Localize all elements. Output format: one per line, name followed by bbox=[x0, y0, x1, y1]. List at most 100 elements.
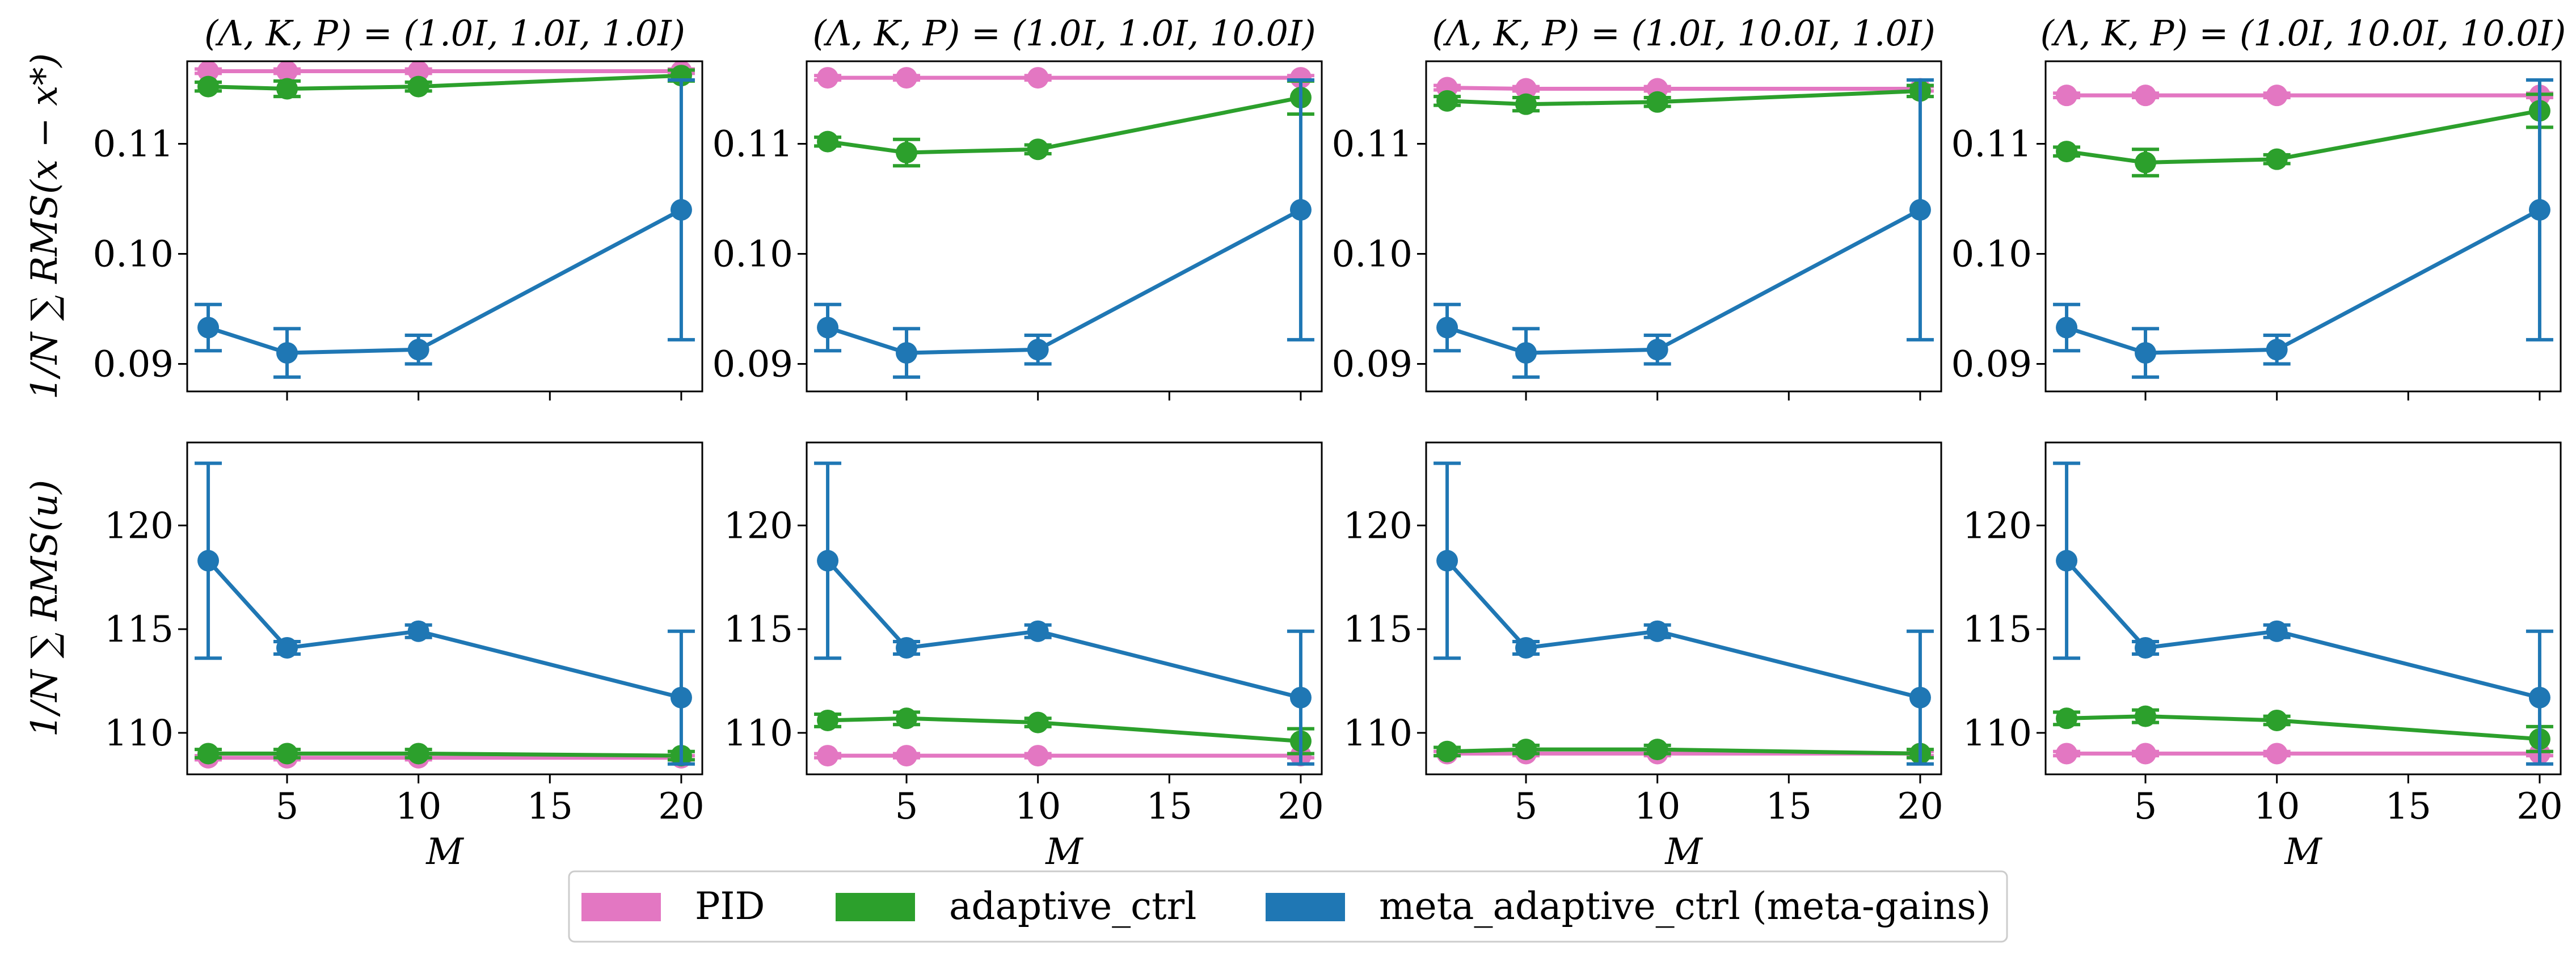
series-line-meta-adaptive-ctrl-meta-gains bbox=[827, 208, 1302, 355]
legend-label: adaptive_ctrl bbox=[949, 884, 1196, 928]
x-tick-label: 20 bbox=[1897, 786, 1943, 828]
data-point bbox=[1289, 686, 1312, 709]
y-tick-label: 120 bbox=[104, 505, 174, 547]
data-point bbox=[407, 75, 429, 98]
panel-title: (Λ, K, P) = (1.0I, 10.0I, 1.0I) bbox=[1432, 12, 1935, 54]
data-point bbox=[1436, 317, 1458, 339]
data-point bbox=[1515, 636, 1537, 659]
data-point bbox=[1646, 739, 1668, 761]
data-point bbox=[1289, 199, 1312, 221]
data-point bbox=[197, 550, 220, 572]
data-point bbox=[407, 743, 429, 765]
series-line-meta-adaptive-ctrl-meta-gains bbox=[1447, 208, 1921, 355]
y-axis-labels: 1/N ∑ RMS(x − x*) 1/N ∑ RMS(u) bbox=[24, 53, 66, 737]
y-tick-label: 0.10 bbox=[1951, 234, 2033, 276]
data-point bbox=[2266, 709, 2288, 731]
series-line-adaptive-ctrl bbox=[1447, 88, 1921, 107]
data-point bbox=[276, 636, 298, 659]
legend-swatch bbox=[836, 893, 915, 921]
series-meta-adaptive-ctrl-meta-gains bbox=[2053, 78, 2553, 379]
legend-item-meta-adaptive-ctrl: meta_adaptive_ctrl (meta-gains) bbox=[1266, 884, 1991, 928]
panel-title: (Λ, K, P) = (1.0I, 1.0I, 1.0I) bbox=[204, 12, 685, 54]
series-meta-adaptive-ctrl-meta-gains bbox=[1434, 78, 1934, 379]
series-line-adaptive-ctrl bbox=[208, 73, 682, 91]
series-group bbox=[814, 461, 1314, 767]
panel-title: (Λ, K, P) = (1.0I, 10.0I, 10.0I) bbox=[2040, 12, 2566, 54]
data-point bbox=[2528, 199, 2550, 221]
data-point bbox=[896, 707, 918, 730]
series-pid bbox=[814, 67, 1314, 89]
data-point bbox=[817, 709, 839, 731]
data-point bbox=[1289, 67, 1312, 89]
x-tick-label: 15 bbox=[527, 786, 573, 828]
plot-frame bbox=[1425, 441, 1942, 775]
x-axis-label: M bbox=[1664, 831, 1703, 873]
series-adaptive-ctrl bbox=[2053, 92, 2553, 178]
series-pid bbox=[1434, 77, 1934, 100]
series-pid bbox=[2053, 743, 2553, 765]
legend-swatch bbox=[581, 893, 661, 921]
data-point bbox=[1027, 620, 1049, 642]
legend-item-pid: PID bbox=[581, 884, 765, 928]
data-point bbox=[896, 67, 918, 89]
data-point bbox=[2266, 148, 2288, 170]
x-tick-label: 10 bbox=[2254, 786, 2300, 828]
x-axis-label: M bbox=[425, 831, 464, 873]
data-point bbox=[896, 636, 918, 659]
data-point bbox=[407, 60, 429, 82]
data-point bbox=[276, 78, 298, 100]
data-point bbox=[1646, 91, 1668, 113]
series-meta-adaptive-ctrl-meta-gains bbox=[814, 461, 1314, 766]
data-point bbox=[896, 342, 918, 364]
x-tick-label: 20 bbox=[2516, 786, 2562, 828]
data-point bbox=[2266, 85, 2288, 107]
y-tick-label: 0.11 bbox=[1951, 124, 2033, 166]
panel-r1-c0: 5 10 15 20 110 115 120 M bbox=[104, 441, 705, 873]
series-pid bbox=[2053, 85, 2553, 107]
series-line-meta-adaptive-ctrl-meta-gains bbox=[826, 559, 1301, 700]
data-point bbox=[197, 60, 220, 82]
data-point bbox=[197, 317, 220, 339]
data-point bbox=[817, 317, 839, 339]
x-tick-label: 15 bbox=[1766, 786, 1812, 828]
data-point bbox=[896, 142, 918, 164]
data-point bbox=[1646, 620, 1668, 642]
data-point bbox=[276, 60, 298, 82]
series-adaptive-ctrl bbox=[1434, 739, 1934, 765]
series-line-meta-adaptive-ctrl-meta-gains bbox=[1445, 559, 1921, 700]
series-line-meta-adaptive-ctrl-meta-gains bbox=[2065, 559, 2540, 700]
series-meta-adaptive-ctrl-meta-gains bbox=[195, 461, 695, 766]
x-tick-label: 10 bbox=[1015, 786, 1061, 828]
y-tick-label: 0.09 bbox=[1951, 344, 2033, 386]
plot-frame bbox=[806, 60, 1323, 393]
series-adaptive-ctrl bbox=[1434, 80, 1934, 115]
data-point bbox=[2135, 636, 2157, 659]
series-group bbox=[2053, 461, 2553, 766]
y-tick-label: 115 bbox=[1963, 609, 2032, 651]
series-group bbox=[195, 461, 695, 769]
y-tick-label: 0.10 bbox=[712, 234, 794, 276]
plot-frame bbox=[186, 441, 703, 775]
panels: 0.09 0.10 0.11 (Λ, K, P) = (1.0I, 1.0I, 1.0… bbox=[93, 12, 2566, 873]
y-tick-label: 110 bbox=[1343, 713, 1413, 754]
series-adaptive-ctrl bbox=[814, 707, 1314, 756]
x-tick-label: 5 bbox=[2134, 786, 2157, 828]
data-point bbox=[407, 339, 429, 361]
data-point bbox=[407, 620, 429, 642]
legend: PID adaptive_ctrl meta_adaptive_ctrl (meta… bbox=[568, 870, 2008, 943]
data-point bbox=[817, 745, 839, 767]
series-adaptive-ctrl bbox=[195, 743, 695, 767]
legend-label: PID bbox=[695, 884, 765, 928]
series-group bbox=[195, 60, 695, 379]
plot-frame bbox=[2044, 441, 2562, 775]
y-tick-label: 0.10 bbox=[1332, 234, 1413, 276]
data-point bbox=[1515, 342, 1537, 364]
series-adaptive-ctrl bbox=[2053, 705, 2553, 753]
legend-swatch bbox=[1266, 893, 1345, 921]
panel-r0-c3: 0.09 0.10 0.11 (Λ, K, P) = (1.0I, 10.0I, 10… bbox=[1951, 12, 2566, 400]
x-tick-label: 20 bbox=[1278, 786, 1323, 828]
x-tick-label: 10 bbox=[1634, 786, 1680, 828]
data-point bbox=[1027, 711, 1049, 733]
data-point bbox=[1909, 199, 1931, 221]
data-point bbox=[1027, 138, 1049, 161]
